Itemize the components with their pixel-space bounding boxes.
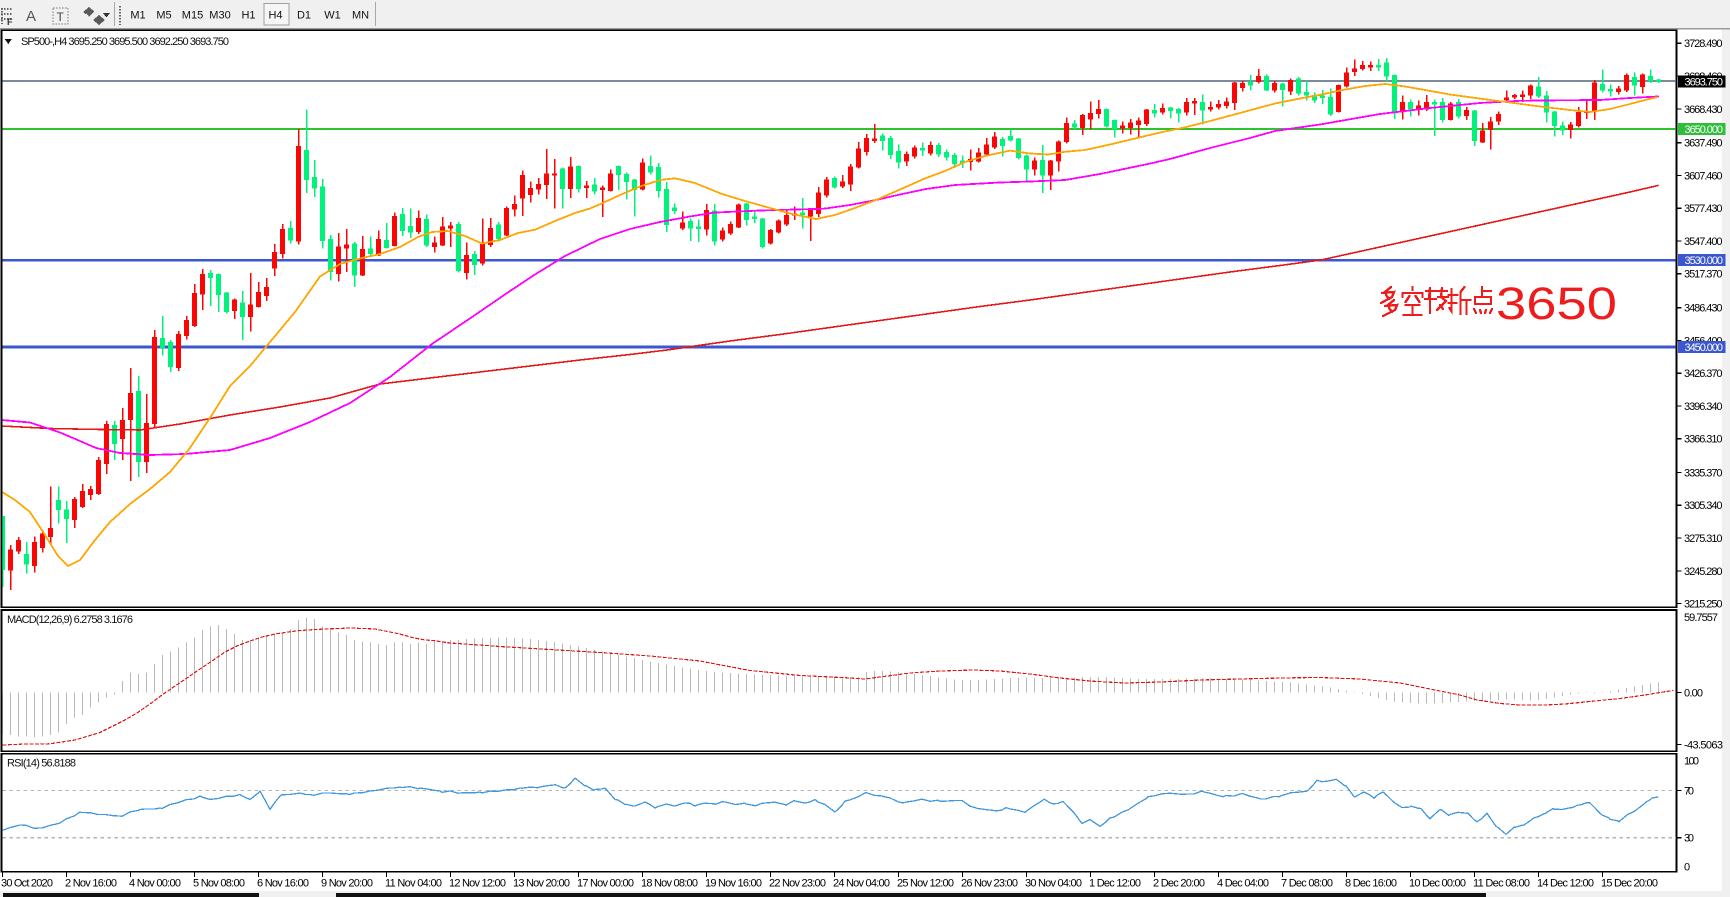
svg-text:30: 30 (1684, 833, 1694, 845)
svg-text:19 Nov 16:00: 19 Nov 16:00 (705, 878, 762, 890)
svg-text:3530.000: 3530.000 (1685, 255, 1724, 267)
svg-text:13 Nov 20:00: 13 Nov 20:00 (513, 878, 570, 890)
svg-text:M30: M30 (209, 10, 230, 22)
svg-text:2 Dec 20:00: 2 Dec 20:00 (1153, 878, 1205, 890)
svg-text:3215.250: 3215.250 (1684, 599, 1723, 611)
svg-text:3607.460: 3607.460 (1684, 170, 1723, 182)
svg-text:8 Dec 16:00: 8 Dec 16:00 (1345, 878, 1397, 890)
svg-text:100: 100 (1684, 756, 1699, 768)
svg-text:59.7557: 59.7557 (1684, 612, 1718, 624)
svg-text:H4: H4 (268, 10, 282, 22)
svg-text:MACD(12,26,9) 6.2758 3.1676: MACD(12,26,9) 6.2758 3.1676 (7, 614, 133, 626)
svg-text:1 Dec 12:00: 1 Dec 12:00 (1089, 878, 1141, 890)
svg-text:3245.280: 3245.280 (1684, 566, 1723, 578)
svg-text:MN: MN (352, 10, 369, 22)
svg-text:3450.000: 3450.000 (1685, 342, 1724, 354)
svg-text:3366.310: 3366.310 (1684, 434, 1723, 446)
svg-text:18 Nov 08:00: 18 Nov 08:00 (641, 878, 698, 890)
svg-text:12 Nov 12:00: 12 Nov 12:00 (449, 878, 506, 890)
svg-text:M15: M15 (182, 10, 203, 22)
svg-text:3577.430: 3577.430 (1684, 203, 1723, 215)
svg-text:RSI(14) 56.8188: RSI(14) 56.8188 (7, 758, 76, 770)
svg-text:70: 70 (1684, 785, 1694, 797)
svg-text:3728.490: 3728.490 (1684, 38, 1723, 50)
svg-text:22 Nov 23:00: 22 Nov 23:00 (769, 878, 826, 890)
svg-text:3426.370: 3426.370 (1684, 368, 1723, 380)
svg-text:3668.430: 3668.430 (1684, 104, 1723, 116)
svg-text:3275.310: 3275.310 (1684, 533, 1723, 545)
svg-text:3650.000: 3650.000 (1685, 124, 1724, 136)
svg-text:3547.400: 3547.400 (1684, 236, 1723, 248)
svg-text:5 Nov 08:00: 5 Nov 08:00 (193, 878, 245, 890)
svg-text:A: A (26, 8, 36, 25)
svg-text:9 Nov 20:00: 9 Nov 20:00 (321, 878, 373, 890)
svg-text:7 Dec 08:00: 7 Dec 08:00 (1281, 878, 1333, 890)
svg-text:0.00: 0.00 (1684, 687, 1703, 699)
svg-text:F: F (7, 17, 13, 27)
svg-text:3637.490: 3637.490 (1684, 138, 1723, 150)
svg-text:11 Nov 04:00: 11 Nov 04:00 (385, 878, 442, 890)
svg-text:T: T (57, 10, 65, 24)
svg-text:2 Nov 16:00: 2 Nov 16:00 (65, 878, 117, 890)
svg-text:3517.370: 3517.370 (1684, 269, 1723, 281)
svg-text:3396.340: 3396.340 (1684, 401, 1723, 413)
svg-text:W1: W1 (324, 10, 341, 22)
svg-text:3305.340: 3305.340 (1684, 500, 1723, 512)
svg-text:26 Nov 23:00: 26 Nov 23:00 (961, 878, 1018, 890)
svg-text:4 Nov 00:00: 4 Nov 00:00 (129, 878, 181, 890)
svg-text:H1: H1 (241, 10, 255, 22)
svg-text:10 Dec 00:00: 10 Dec 00:00 (1409, 878, 1466, 890)
svg-text:4 Dec 04:00: 4 Dec 04:00 (1217, 878, 1269, 890)
svg-text:M5: M5 (156, 10, 171, 22)
svg-text:M1: M1 (130, 10, 145, 22)
svg-text:-43.5063: -43.5063 (1684, 739, 1723, 751)
svg-text:3486.430: 3486.430 (1684, 303, 1723, 315)
svg-text:D1: D1 (297, 10, 311, 22)
svg-text:15 Dec 20:00: 15 Dec 20:00 (1601, 878, 1658, 890)
svg-text:30 Oct 2020: 30 Oct 2020 (1, 878, 53, 890)
svg-text:0: 0 (1684, 861, 1690, 873)
svg-text:17 Nov 00:00: 17 Nov 00:00 (577, 878, 634, 890)
svg-text:30 Nov 04:00: 30 Nov 04:00 (1025, 878, 1082, 890)
svg-text:14 Dec 12:00: 14 Dec 12:00 (1537, 878, 1594, 890)
svg-text:11 Dec 08:00: 11 Dec 08:00 (1473, 878, 1530, 890)
svg-text:SP500-,H4 3695.250 3695.500 3: SP500-,H4 3695.250 3695.500 3692.250 369… (21, 36, 229, 48)
svg-text:6 Nov 16:00: 6 Nov 16:00 (257, 878, 309, 890)
svg-text:3335.370: 3335.370 (1684, 467, 1723, 479)
svg-text:24 Nov 04:00: 24 Nov 04:00 (833, 878, 890, 890)
svg-text:25 Nov 12:00: 25 Nov 12:00 (897, 878, 954, 890)
svg-text:3693.750: 3693.750 (1685, 76, 1724, 88)
svg-text:3650: 3650 (1496, 278, 1617, 329)
